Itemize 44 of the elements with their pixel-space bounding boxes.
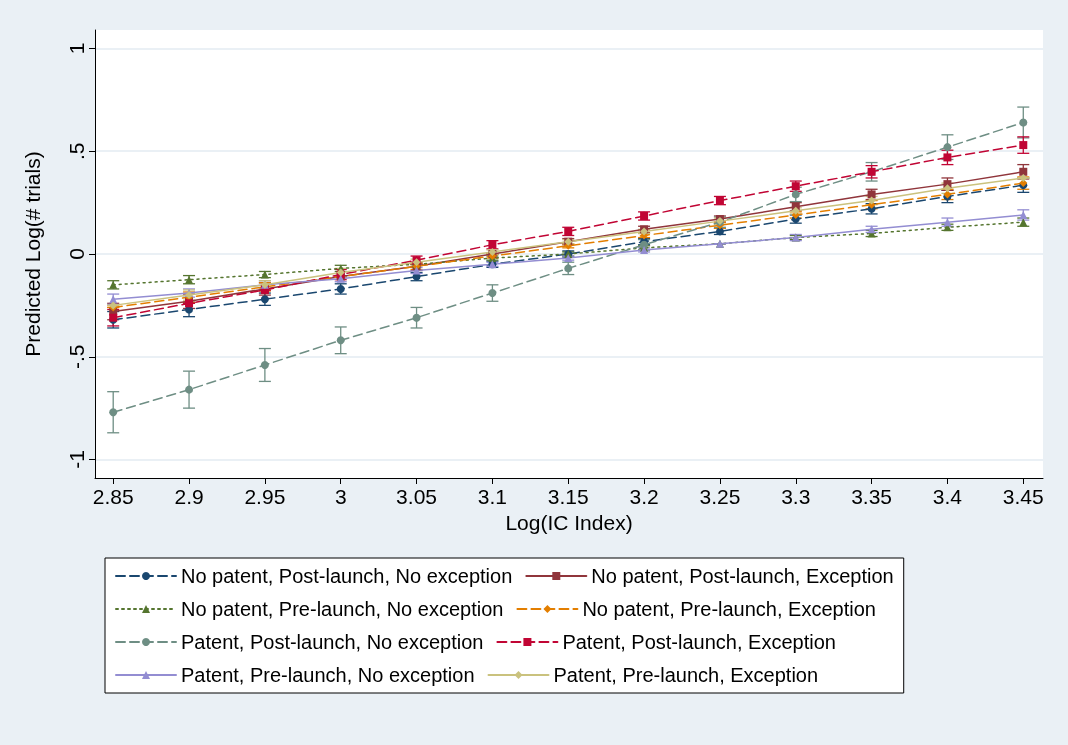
- point: [488, 289, 497, 298]
- x-tick-label: 3.15: [547, 485, 589, 508]
- y-tick-label: -.5: [65, 344, 88, 370]
- point: [185, 385, 194, 394]
- point: [1019, 167, 1028, 176]
- x-tick-label: 3.4: [932, 485, 963, 508]
- point: [260, 270, 269, 279]
- x-tick-label: 2.9: [174, 485, 204, 508]
- y-tick-label: 1: [65, 42, 88, 55]
- point: [1019, 141, 1028, 150]
- x-tick-label: 3.25: [699, 485, 741, 508]
- legend-label: No patent, Pre-launch, Exception: [582, 598, 876, 620]
- legend-label: No patent, Post-launch, No exception: [181, 565, 513, 587]
- point: [336, 336, 345, 345]
- legend-label: No patent, Post-launch, Exception: [591, 565, 894, 587]
- x-tick-label: 3: [334, 485, 347, 508]
- point: [943, 143, 952, 152]
- point: [943, 153, 952, 162]
- y-axis-title: Predicted Log(# trials): [21, 151, 44, 357]
- point: [1019, 118, 1028, 127]
- x-tick-label: 2.95: [244, 485, 286, 508]
- x-tick-label: 3.3: [781, 485, 811, 508]
- x-axis-title: Log(IC Index): [505, 510, 633, 534]
- legend-label: Patent, Post-launch, No exception: [181, 631, 484, 653]
- legend-label: No patent, Pre-launch, No exception: [181, 598, 504, 620]
- legend-label: Patent, Post-launch, Exception: [562, 631, 836, 653]
- y-tick-label: -1: [65, 450, 88, 469]
- point: [412, 313, 421, 322]
- y-tick-label: .5: [65, 142, 88, 161]
- x-tick-label: 2.85: [92, 485, 134, 508]
- x-tick-label: 3.1: [477, 485, 507, 508]
- point: [791, 206, 800, 215]
- x-tick-label: 3.45: [1002, 485, 1044, 508]
- x-tick-label: 3.2: [629, 485, 659, 508]
- point: [564, 254, 573, 263]
- x-tick-label: 3.05: [396, 485, 437, 508]
- point: [1019, 173, 1028, 182]
- x-tick-label: 3.35: [851, 485, 893, 508]
- point: [109, 408, 118, 417]
- y-tick-label: 0: [65, 248, 88, 260]
- point: [260, 360, 269, 369]
- legend-label: Patent, Pre-launch, No exception: [181, 664, 475, 686]
- legend-label: Patent, Pre-launch, Exception: [553, 664, 819, 686]
- point: [791, 190, 800, 199]
